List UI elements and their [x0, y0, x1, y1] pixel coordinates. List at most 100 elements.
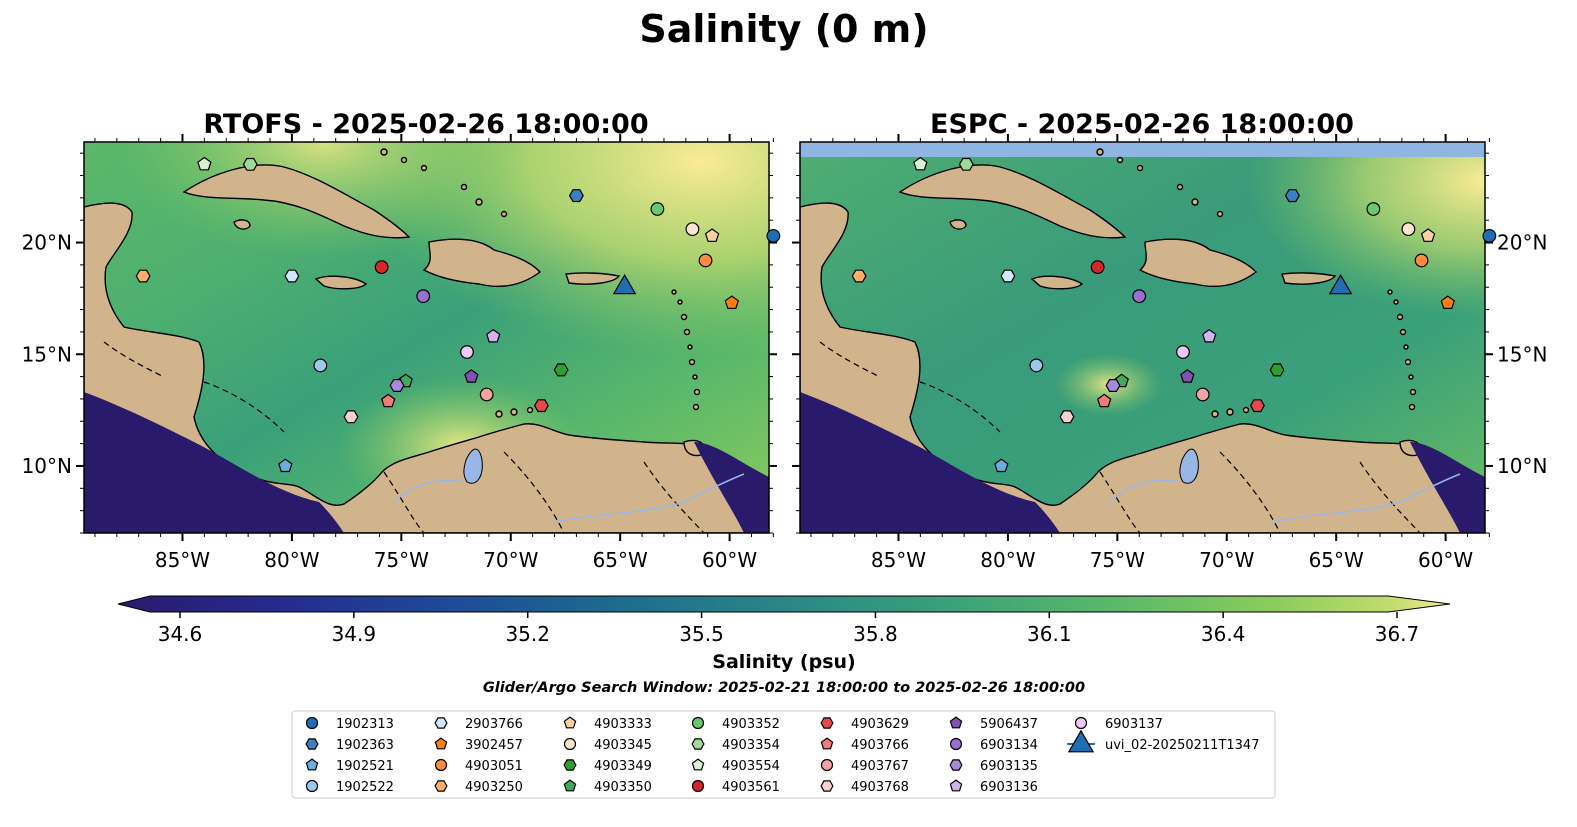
float-marker-4903352-espc — [1366, 202, 1381, 216]
legend-label: 1902522 — [336, 780, 394, 795]
legend-marker-4903554 — [691, 758, 705, 771]
float-marker-4903767-rtofs — [479, 387, 494, 402]
float-marker-4903352-rtofs — [650, 202, 665, 216]
lon-tick-label: 65°W — [1309, 548, 1364, 572]
legend-entry-1902522: 1902522 — [305, 779, 394, 795]
legend-label: 4903051 — [465, 759, 523, 774]
legend-entry-4903768: 4903768 — [820, 780, 909, 795]
legend-marker-6903135 — [949, 759, 963, 771]
legend-label: 1902521 — [336, 759, 394, 774]
legend-label: uvi_02-20250211T1347 — [1105, 738, 1259, 753]
legend-marker-5906437 — [949, 716, 963, 729]
float-marker-4903561-rtofs — [374, 260, 389, 275]
lon-tick-label: 60°W — [702, 548, 757, 572]
legend-label: 4903554 — [722, 759, 780, 774]
float-marker-uvi_02-20250211T1347-espc — [1328, 273, 1353, 295]
float-marker-1902313-espc — [1482, 228, 1497, 243]
lat-tick-label: 10°N — [22, 454, 72, 478]
legend-label: 6903135 — [980, 759, 1038, 774]
legend-entry-1902363: 1902363 — [305, 738, 394, 753]
colorbar-tick-label: 34.9 — [332, 622, 377, 646]
legend-entry-4903629: 4903629 — [820, 717, 909, 732]
colorbar-tick-label: 35.2 — [505, 622, 550, 646]
panel-title-espc: ESPC - 2025-02-26 18:00:00 — [930, 109, 1354, 140]
legend-label: 4903766 — [851, 738, 909, 753]
legend-entry-4903767: 4903767 — [820, 758, 909, 774]
legend-entry-4903051: 4903051 — [434, 758, 523, 774]
lon-tick-label: 70°W — [1199, 548, 1254, 572]
legend-label: 5906437 — [980, 717, 1038, 732]
legend-marker-3902457 — [434, 737, 448, 750]
legend-entry-4903554: 4903554 — [691, 758, 780, 774]
legend-label: 4903561 — [722, 780, 780, 795]
espc-markers — [851, 156, 1497, 473]
legend-label: 3902457 — [465, 738, 523, 753]
float-marker-4903333-rtofs — [704, 228, 720, 242]
float-marker-1902363-rtofs — [568, 189, 584, 203]
rtofs-pacific-water — [84, 392, 344, 533]
float-marker-4903250-rtofs — [135, 269, 151, 283]
legend-label: 2903766 — [465, 717, 523, 732]
float-marker-4903051-rtofs — [698, 253, 713, 268]
legend-marker-4903561 — [691, 779, 705, 793]
colorbar-body — [117, 595, 1451, 613]
float-marker-6903135-rtofs — [389, 379, 405, 392]
float-marker-4903766-espc — [1096, 393, 1112, 408]
legend-entry-4903250: 4903250 — [434, 780, 523, 795]
legend-entry-uvi_02-20250211T1347: uvi_02-20250211T1347 — [1067, 729, 1259, 753]
float-marker-4903767-espc — [1195, 387, 1210, 402]
espc-lake-maracaibo — [1179, 448, 1199, 484]
float-marker-6903134-espc — [1132, 289, 1147, 304]
legend-marker-4903051 — [434, 758, 448, 772]
lat-tick-label: 15°N — [22, 342, 72, 366]
rtofs-lake-maracaibo — [463, 448, 483, 484]
float-marker-4903345-rtofs — [685, 222, 700, 237]
figure-title: Salinity (0 m) — [639, 7, 928, 51]
espc-atlantic-water — [1410, 442, 1485, 533]
float-marker-2903766-rtofs — [284, 269, 300, 283]
legend-entry-5906437: 5906437 — [949, 716, 1038, 732]
legend-marker-1902521 — [305, 758, 319, 771]
float-marker-4903554-espc — [913, 156, 928, 171]
lat-tick-label: 10°N — [1497, 454, 1547, 478]
lon-tick-label: 65°W — [593, 548, 648, 572]
legend-label: 6903137 — [1105, 717, 1163, 732]
legend-box — [291, 710, 1276, 799]
colorbar-ticks: 34.6 34.9 35.2 35.5 35.8 36.1 36.4 36.7 — [158, 612, 1420, 646]
lon-tick-label: 80°W — [980, 548, 1035, 572]
colorbar-tick-label: 36.7 — [1375, 622, 1420, 646]
legend-marker-4903352 — [691, 716, 705, 730]
float-marker-4903354-espc — [958, 157, 974, 171]
legend-label: 4903352 — [722, 717, 780, 732]
colorbar-tick-label: 35.8 — [853, 622, 898, 646]
legend-label: 4903629 — [851, 717, 909, 732]
lon-tick-label: 80°W — [264, 548, 319, 572]
legend-marker-4903333 — [563, 716, 577, 729]
colorbar-tick-label: 36.1 — [1027, 622, 1072, 646]
float-marker-4903349-rtofs — [553, 363, 569, 377]
legend-marker-4903345 — [563, 737, 577, 751]
legend-marker-4903767 — [820, 758, 834, 772]
float-marker-4903768-espc — [1059, 410, 1075, 424]
lat-tick-label: 20°N — [22, 231, 72, 255]
rtofs-axes-frame — [83, 141, 770, 534]
colorbar-tick-label: 34.6 — [158, 622, 203, 646]
legend-entry-4903352: 4903352 — [691, 716, 780, 732]
lon-tick-label: 70°W — [483, 548, 538, 572]
legend-marker-4903766 — [820, 737, 834, 750]
float-marker-6903136-rtofs — [486, 328, 501, 343]
legend-marker-4903349 — [563, 759, 577, 771]
float-marker-4903345-espc — [1401, 222, 1416, 237]
legend-marker-6903136 — [949, 779, 963, 792]
legend-label: 1902313 — [336, 717, 394, 732]
legend-marker-6903134 — [949, 737, 963, 751]
float-marker-1902313-rtofs — [766, 228, 781, 243]
legend-label: 1902363 — [336, 738, 394, 753]
legend-marker-4903350 — [563, 779, 577, 792]
float-marker-5906437-espc — [1180, 369, 1195, 383]
float-marker-4903051-espc — [1414, 253, 1429, 268]
float-marker-1902522-rtofs — [313, 358, 328, 373]
panel-espc: ESPC - 2025-02-26 18:00:00 — [799, 109, 1497, 534]
legend-entry-4903349: 4903349 — [563, 759, 652, 774]
